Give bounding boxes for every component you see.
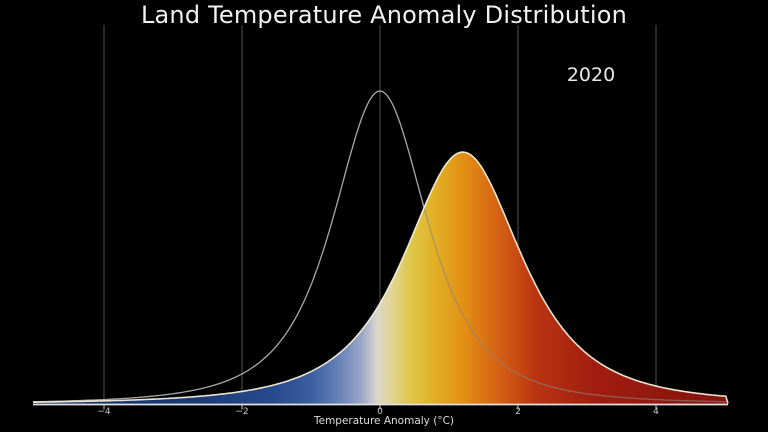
x-tick-label-neg4: −4 [97, 407, 111, 417]
x-axis-label: Temperature Anomaly (°C) [313, 415, 455, 427]
x-tick-label-pos2: 2 [515, 407, 521, 417]
x-tick-label-pos4: 4 [653, 407, 659, 417]
year-annotation: 2020 [566, 64, 616, 86]
chart-title: Land Temperature Anomaly Distribution [140, 1, 628, 29]
x-tick-label-zero: 0 [377, 407, 383, 417]
x-tick-label-neg2: −2 [235, 407, 249, 417]
